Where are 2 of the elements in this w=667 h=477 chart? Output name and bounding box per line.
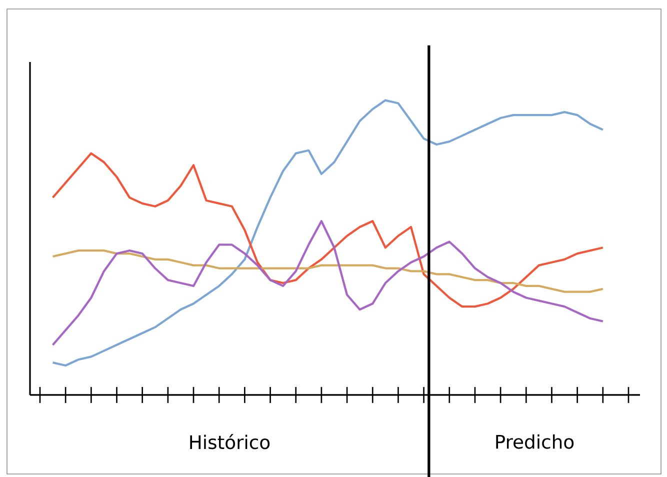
text: Histórico	[190, 434, 270, 450]
text: Predicho	[496, 434, 574, 449]
